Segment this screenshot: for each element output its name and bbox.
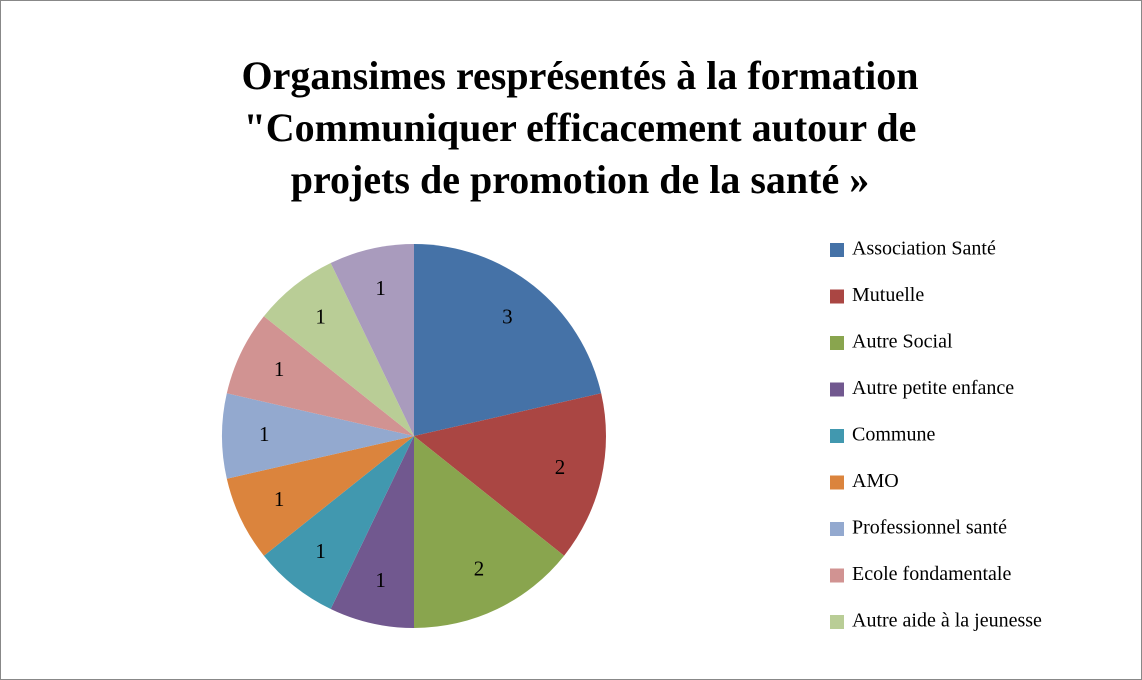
pie-slice xyxy=(330,244,414,436)
pie-slice xyxy=(221,393,414,479)
pie-slice xyxy=(414,244,602,436)
legend-swatch xyxy=(830,243,844,257)
data-label: 2 xyxy=(474,557,485,581)
legend-label: Commune xyxy=(852,424,935,446)
legend-label: Mutuelle xyxy=(852,284,924,306)
data-label: 1 xyxy=(274,357,285,381)
chart-title: projets de promotion de la santé » xyxy=(291,157,870,202)
data-label: 1 xyxy=(315,539,326,563)
legend-label: Autre petite enfance xyxy=(852,377,1014,399)
chart-title: "Communiquer efficacement autour de xyxy=(244,105,917,150)
data-label: 1 xyxy=(259,422,270,446)
legend-swatch xyxy=(830,615,844,629)
data-label: 1 xyxy=(375,276,386,300)
pie-slice xyxy=(263,263,414,436)
legend-label: Ecole fondamentale xyxy=(852,563,1011,585)
legend-swatch xyxy=(830,336,844,350)
legend-swatch xyxy=(830,429,844,443)
legend-swatch xyxy=(830,382,844,397)
legend-swatch xyxy=(830,289,844,304)
legend-label: Professionnel santé xyxy=(852,517,1007,539)
legend-swatch xyxy=(830,568,844,583)
data-label: 1 xyxy=(315,305,326,329)
legend-label: Autre Social xyxy=(852,331,953,353)
legend-swatch xyxy=(830,475,844,490)
legend-swatch xyxy=(830,522,844,536)
pie-slice xyxy=(226,436,414,556)
data-label: 3 xyxy=(502,305,513,329)
data-label: 1 xyxy=(274,487,285,511)
pie-slice xyxy=(414,436,565,628)
pie-slice xyxy=(263,436,414,609)
data-label: 1 xyxy=(375,568,386,592)
pie-slice xyxy=(414,393,606,556)
legend-label: Autre aide à la jeunesse xyxy=(852,610,1042,632)
data-label: 2 xyxy=(555,455,566,479)
pie-slice xyxy=(226,316,414,436)
legend-label: AMO xyxy=(852,470,899,492)
legend-label: Association Santé xyxy=(852,238,996,260)
pie-slice xyxy=(330,436,414,628)
chart-title: Organsimes resprésentés à la formation xyxy=(242,53,919,98)
